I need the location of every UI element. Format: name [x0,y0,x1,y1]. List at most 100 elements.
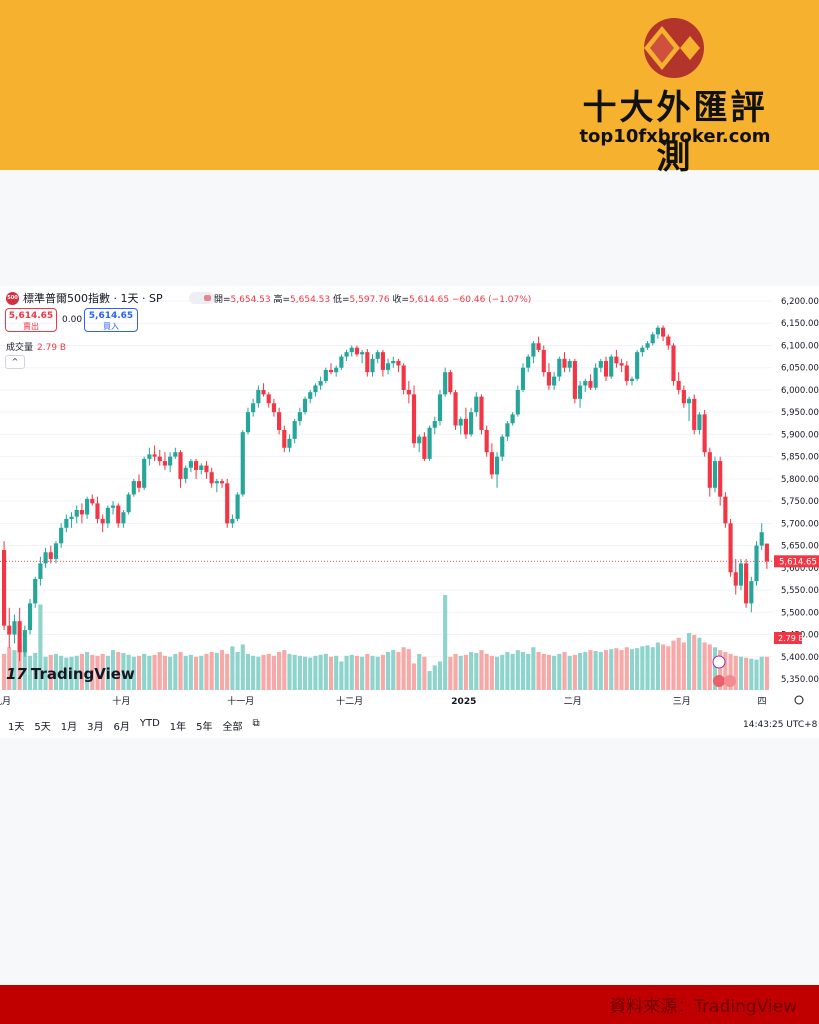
price-tick-label: 6,150.00 [781,319,819,329]
period-all[interactable]: 全部 [222,722,243,733]
volume-bar [712,647,718,690]
volume-bar [500,654,505,690]
open-label: 開= [214,295,231,305]
date-tick-label: 二月 [564,696,582,707]
candle-body [411,394,417,444]
candle-body [90,498,95,504]
market-status-pill-icon[interactable] [188,292,215,304]
volume-bar [7,647,12,690]
volume-bar [214,652,219,690]
price-tick-label: 5,850.00 [781,453,819,463]
volume-bar [744,657,749,690]
price-tick-label: 5,950.00 [781,408,819,418]
price-tick-label: 6,200.00 [781,297,819,307]
candle-body [692,398,697,430]
volume-bar [152,654,157,690]
period-5d[interactable]: 5天 [34,722,51,733]
symbol-title[interactable]: 標準普爾500指數 · 1天 · SP [23,292,163,305]
volume-bar [287,653,292,690]
candle-body [578,385,583,399]
candle-body [33,578,38,604]
volume-bar [365,653,370,690]
date-tick-label: 十一月 [227,695,254,707]
period-ytd[interactable]: YTD [139,718,160,729]
period-1m[interactable]: 1月 [60,722,78,733]
price-chart[interactable]: 6,200.00 6,150.00 6,100.00 6,050.00 6,000.00… [0,286,819,738]
volume-bar [209,652,214,690]
period-5y[interactable]: 5年 [196,722,213,733]
candle-body [100,518,105,524]
volume-bar [666,646,671,690]
volume-bar [297,655,302,690]
sell-button[interactable]: 5,614.65 賣出 [5,308,57,332]
candle-body [380,352,385,370]
volume-bar [578,652,583,690]
candle-body [85,498,90,515]
candle-body [655,327,660,335]
volume-bar [469,652,474,690]
volume-bar [370,655,375,690]
sell-price: 5,614.65 [8,311,54,321]
clock-readout: 14:43:25 UTC+8 [743,720,818,730]
collapse-legend-button[interactable]: ^ [5,355,25,369]
volume-bar [43,656,48,690]
volume-bar [515,650,520,690]
volume-bar [157,652,162,690]
candle-body [463,418,468,435]
volume-bar [136,655,142,690]
volume-bar [479,650,484,690]
volume-bar [686,633,692,690]
period-6m[interactable]: 6月 [113,722,130,733]
candle-body [494,456,500,475]
candle-body [437,394,443,422]
price-tick-label: 5,700.00 [781,519,819,529]
volume-bar [645,645,650,690]
volume-bar [240,644,245,690]
volume-bar [749,658,754,690]
candle-body [448,372,453,393]
volume-bar [723,652,728,690]
volume-bar [484,653,489,690]
volume-bar [437,661,443,690]
volume-bar [702,642,707,690]
volume-bar [754,659,759,690]
candle-body [59,527,64,544]
period-3m[interactable]: 3月 [87,722,104,733]
period-1y[interactable]: 1年 [169,722,187,733]
brand-url: top10fxbroker.com [579,126,771,147]
candle-body [110,505,116,508]
volume-bar [22,652,27,690]
candle-body [614,356,619,364]
volume-bar [614,648,619,690]
volume-bar [147,655,152,690]
flag-event-icon [713,675,725,687]
candle-body [194,461,199,470]
volume-bar [59,655,64,690]
candle-body [422,436,427,459]
candle-body [271,403,276,413]
candle-body [707,452,712,488]
candle-body [386,363,391,370]
low-label: 低= [333,295,350,305]
volume-bar [489,655,494,690]
volume-bar [178,652,183,690]
volume-bar [557,653,562,690]
volume-bar [676,637,681,690]
volume-bar [282,650,287,690]
buy-button[interactable]: 5,614.65 買入 [84,308,138,332]
candle-body [235,494,240,519]
price-tick-label: 5,350.00 [781,675,819,685]
candle-body [277,412,282,430]
candle-body [282,429,287,448]
candle-body [629,378,635,382]
price-tick-label: 5,400.00 [781,653,819,663]
volume-bar [401,647,406,690]
candle-body [354,347,360,355]
symbol-badge: 500 [6,291,19,305]
period-1d[interactable]: 1天 [8,722,25,733]
calendar-range-icon[interactable]: ⧉ [252,718,260,729]
candle-body [199,465,204,470]
volume-bar [526,653,531,690]
volume-bar [354,655,360,690]
price-tick-label: 5,500.00 [781,608,819,618]
